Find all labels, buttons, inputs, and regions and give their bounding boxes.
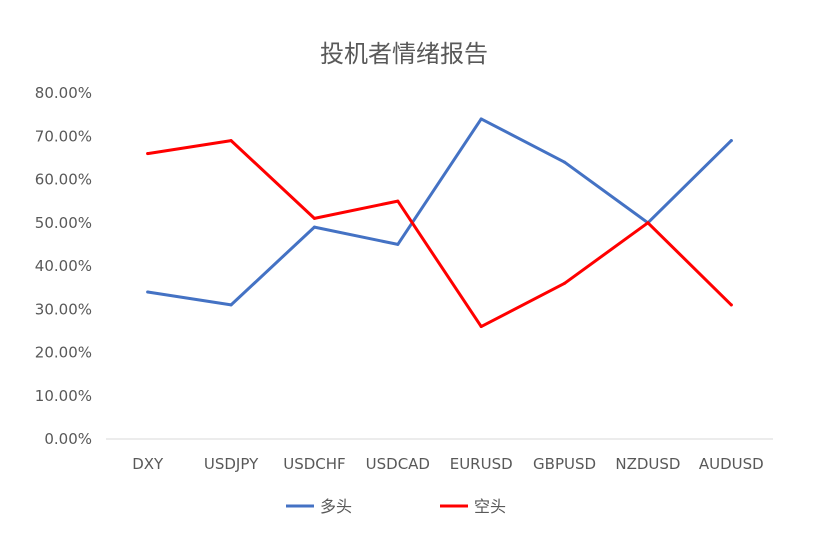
x-tick-label: AUDUSD: [699, 455, 764, 473]
x-tick-label: NZDUSD: [615, 455, 680, 473]
y-tick-label: 50.00%: [35, 214, 92, 232]
legend: 多头 空头: [286, 497, 506, 516]
data-point: [229, 303, 233, 307]
y-tick-label: 0.00%: [44, 430, 92, 448]
y-tick-label: 10.00%: [35, 387, 92, 405]
y-tick-label: 40.00%: [35, 257, 92, 275]
data-point: [146, 152, 150, 156]
data-point: [646, 221, 650, 225]
x-axis: DXY USDJPY USDCHF USDCAD EURUSD GBPUSD NZDUSD A…: [132, 455, 764, 473]
data-point: [229, 139, 233, 143]
data-point: [396, 242, 400, 246]
y-tick-label: 20.00%: [35, 344, 92, 362]
data-point: [563, 281, 567, 285]
data-point: [396, 199, 400, 203]
x-tick-label: USDJPY: [204, 455, 259, 473]
y-tick-label: 70.00%: [35, 127, 92, 145]
data-point: [729, 303, 733, 307]
data-point: [479, 117, 483, 121]
x-tick-label: GBPUSD: [533, 455, 596, 473]
x-tick-label: DXY: [132, 455, 164, 473]
legend-label-0: 多头: [320, 497, 352, 516]
legend-label-1: 空头: [474, 497, 506, 516]
x-tick-label: USDCHF: [283, 455, 345, 473]
x-tick-label: USDCAD: [366, 455, 430, 473]
x-tick-label: EURUSD: [450, 455, 513, 473]
y-axis: 0.00% 10.00% 20.00% 30.00% 40.00% 50.00% 60.00…: [35, 84, 92, 448]
y-tick-label: 30.00%: [35, 300, 92, 318]
chart-title: 投机者情绪报告: [320, 40, 488, 68]
data-point: [563, 160, 567, 164]
series-line-1: [146, 139, 733, 329]
y-tick-label: 80.00%: [35, 84, 92, 102]
series-line-0: [146, 117, 733, 307]
data-point: [146, 290, 150, 294]
data-point: [479, 325, 483, 329]
data-point: [312, 216, 316, 220]
plot-area: [146, 117, 733, 329]
data-point: [729, 139, 733, 143]
data-point: [312, 225, 316, 229]
y-tick-label: 60.00%: [35, 171, 92, 189]
